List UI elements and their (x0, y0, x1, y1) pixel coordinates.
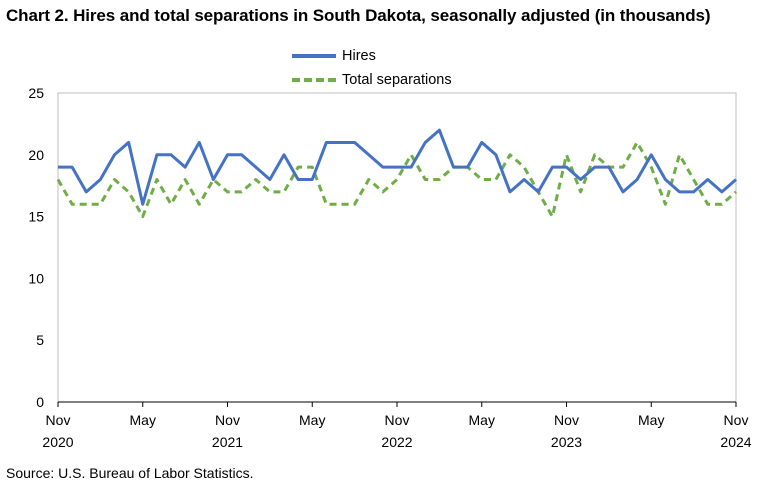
legend-swatch-hires (292, 54, 336, 58)
legend-label-total-separations: Total separations (342, 72, 452, 88)
y-tick-label: 25 (28, 85, 44, 101)
x-tick-label: May (469, 412, 495, 428)
legend-item-hires: Hires (292, 44, 452, 68)
x-tick-label: May (299, 412, 325, 428)
x-tick-label: Nov (215, 412, 240, 428)
y-tick-label: 10 (28, 270, 44, 286)
legend-label-hires: Hires (342, 48, 376, 64)
series-line-hires (58, 128, 737, 206)
chart-title: Chart 2. Hires and total separations in … (6, 6, 711, 25)
y-tick-label: 20 (28, 147, 44, 163)
x-tick-year-label: 2020 (42, 434, 73, 450)
series-line-total-separations (56, 140, 737, 219)
chart-legend: Hires Total separations (292, 44, 452, 92)
x-tick-label: Nov (724, 412, 749, 428)
legend-item-total-separations: Total separations (292, 68, 452, 92)
x-tick-label: Nov (385, 412, 410, 428)
x-tick-label: Nov (554, 412, 579, 428)
y-tick-label: 15 (28, 209, 44, 225)
x-tick-label: May (638, 412, 664, 428)
line-chart: 0 5 10 15 20 25 Nov 2020 May Nov 2021 May Nov 2022 May… (28, 85, 751, 450)
y-tick-label: 5 (36, 332, 44, 348)
y-tick-label: 0 (36, 394, 44, 410)
legend-swatch-total-separations (292, 78, 336, 82)
source-note: Source: U.S. Bureau of Labor Statistics. (6, 465, 254, 481)
x-tick-year-label: 2023 (551, 434, 582, 450)
x-tick-year-label: 2024 (720, 434, 751, 450)
x-tick-label: Nov (46, 412, 71, 428)
x-tick-year-label: 2022 (381, 434, 412, 450)
x-tick-label: May (130, 412, 156, 428)
x-tick-year-label: 2021 (212, 434, 243, 450)
plot-area (57, 92, 737, 403)
